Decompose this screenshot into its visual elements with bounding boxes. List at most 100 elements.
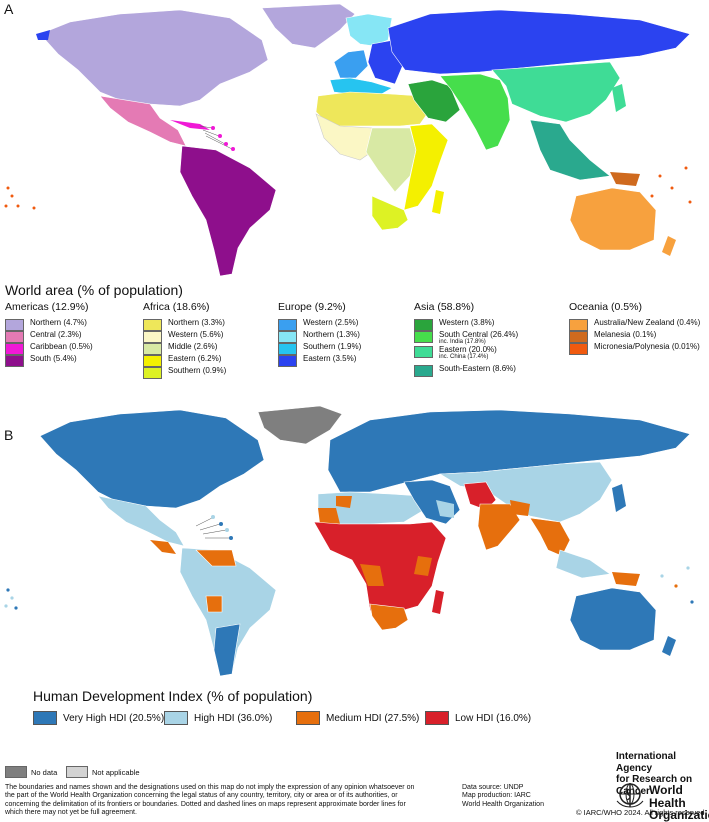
legend-label: Micronesia/Polynesia (0.01%) xyxy=(594,342,700,351)
world-map-hdi xyxy=(4,405,694,677)
legend-label: Western (2.5%) xyxy=(303,318,359,327)
legend-swatch xyxy=(143,355,162,367)
legend-swatch xyxy=(414,331,433,343)
legend-swatch xyxy=(414,319,433,331)
legend-swatch xyxy=(296,711,320,725)
legend-item: Micronesia/Polynesia (0.01%) xyxy=(569,342,700,355)
map-production: Map production: IARC xyxy=(462,792,531,800)
legend-label: Western (5.6%) xyxy=(168,330,224,339)
legend-label: Caribbean (0.5%) xyxy=(30,342,93,351)
copyright: © IARC/WHO 2024. All rights reserved xyxy=(576,808,705,817)
legend-europe-heading: Europe (9.2%) xyxy=(278,301,346,313)
legend-swatch xyxy=(278,355,297,367)
legend-b-title: Human Development Index (% of population… xyxy=(33,688,313,704)
world-map-regions xyxy=(4,3,692,277)
data-source: Data source: UNDP xyxy=(462,784,524,791)
legend-africa-heading: Africa (18.6%) xyxy=(143,301,210,313)
iarc-logo-text: International Agency for Research on Can… xyxy=(616,751,709,797)
legend-no-data: No data xyxy=(5,766,57,778)
legend-label: Southern (1.9%) xyxy=(303,342,362,351)
legend-swatch xyxy=(164,711,188,725)
legend-label: South-Eastern (8.6%) xyxy=(439,364,516,373)
legend-label: Australia/New Zealand (0.4%) xyxy=(594,318,701,327)
legend-oceania-heading: Oceania (0.5%) xyxy=(569,301,642,313)
legend-label: South (5.4%) xyxy=(30,354,77,363)
legend-item: Eastern (3.5%) xyxy=(278,354,356,367)
legend-item: Australia/New Zealand (0.4%) xyxy=(569,318,700,331)
legend-label: Not applicable xyxy=(92,767,140,777)
legend-item: South (5.4%) xyxy=(5,354,77,367)
map-org: World Health Organization xyxy=(462,800,544,808)
legend-label: Melanesia (0.1%) xyxy=(594,330,657,339)
legend-label: Eastern (20.0%) inc. China (17.4%) xyxy=(439,345,497,361)
legend-swatch xyxy=(414,346,433,358)
legend-item: Western (2.5%) xyxy=(278,318,358,331)
legend-swatch xyxy=(5,355,24,367)
legend-item: Central (2.3%) xyxy=(5,330,82,343)
data-credits: Data source: UNDP Map production: IARC W… xyxy=(462,784,592,809)
iarc-line-1: International Agency xyxy=(616,751,677,774)
legend-label: Very High HDI (20.5%) xyxy=(63,712,165,724)
legend-swatch xyxy=(569,331,588,343)
legend-swatch xyxy=(569,319,588,331)
legend-item: Western (5.6%) xyxy=(143,330,223,343)
legend-label: Western (3.8%) xyxy=(439,318,495,327)
iarc-line-2: for Research on Cancer xyxy=(616,774,693,797)
legend-label: Medium HDI (27.5%) xyxy=(326,712,420,724)
legend-swatch xyxy=(143,367,162,379)
legend-swatch xyxy=(5,766,27,778)
panel-b-label: B xyxy=(4,427,14,443)
legend-item: Melanesia (0.1%) xyxy=(569,330,656,343)
legend-swatch xyxy=(33,711,57,725)
legend-label: Middle (2.6%) xyxy=(168,342,218,351)
legend-swatch xyxy=(143,319,162,331)
legend-label: No data xyxy=(31,767,58,777)
legend-swatch xyxy=(5,331,24,343)
disclaimer-text: The boundaries and names shown and the d… xyxy=(5,784,415,817)
legend-item: Southern (0.9%) xyxy=(143,366,226,379)
legend-item: Caribbean (0.5%) xyxy=(5,342,93,355)
legend-swatch xyxy=(414,365,433,377)
legend-label: Low HDI (16.0%) xyxy=(455,712,532,724)
legend-swatch xyxy=(278,331,297,343)
legend-item-medium: Medium HDI (27.5%) xyxy=(296,711,419,725)
legend-item: Southern (1.9%) xyxy=(278,342,361,355)
legend-sublabel: inc. China (17.4%) xyxy=(439,354,489,361)
legend-swatch xyxy=(569,343,588,355)
legend-item: Northern (3.3%) xyxy=(143,318,225,331)
legend-swatch xyxy=(5,343,24,355)
legend-label: South Central (26.4%) inc. India (17.8%) xyxy=(439,330,518,346)
legend-item: Northern (4.7%) xyxy=(5,318,87,331)
legend-swatch xyxy=(66,766,88,778)
legend-label: Northern (3.3%) xyxy=(168,318,225,327)
legend-swatch xyxy=(143,343,162,355)
legend-label: Northern (1.3%) xyxy=(303,330,360,339)
legend-asia-heading: Asia (58.8%) xyxy=(414,301,475,313)
legend-item-high: High HDI (36.0%) xyxy=(164,711,272,725)
legend-label-main: South Central (26.4%) xyxy=(439,330,519,339)
legend-label: Central (2.3%) xyxy=(30,330,82,339)
legend-swatch xyxy=(143,331,162,343)
legend-swatch xyxy=(425,711,449,725)
legend-swatch xyxy=(278,319,297,331)
legend-a-title: World area (% of population) xyxy=(5,282,183,298)
who-emblem-icon xyxy=(616,783,644,808)
who-line-1: World Health xyxy=(649,783,686,810)
legend-sublabel: inc. India (17.8%) xyxy=(439,339,486,346)
legend-label: Northern (4.7%) xyxy=(30,318,87,327)
legend-item: Eastern (20.0%) inc. China (17.4%) xyxy=(414,345,497,361)
legend-item: Northern (1.3%) xyxy=(278,330,360,343)
legend-label: Eastern (6.2%) xyxy=(168,354,222,363)
legend-label: High HDI (36.0%) xyxy=(194,712,273,724)
legend-americas-heading: Americas (12.9%) xyxy=(5,301,89,313)
legend-item-very-high: Very High HDI (20.5%) xyxy=(33,711,164,725)
legend-item: Middle (2.6%) xyxy=(143,342,217,355)
legend-item-low: Low HDI (16.0%) xyxy=(425,711,531,725)
panel-a-label: A xyxy=(4,1,14,17)
legend-item: South-Eastern (8.6%) xyxy=(414,364,516,377)
legend-item: Eastern (6.2%) xyxy=(143,354,221,367)
legend-swatch xyxy=(5,319,24,331)
legend-swatch xyxy=(278,343,297,355)
legend-label: Eastern (3.5%) xyxy=(303,354,357,363)
legend-label-main: Eastern (20.0%) xyxy=(439,345,497,354)
